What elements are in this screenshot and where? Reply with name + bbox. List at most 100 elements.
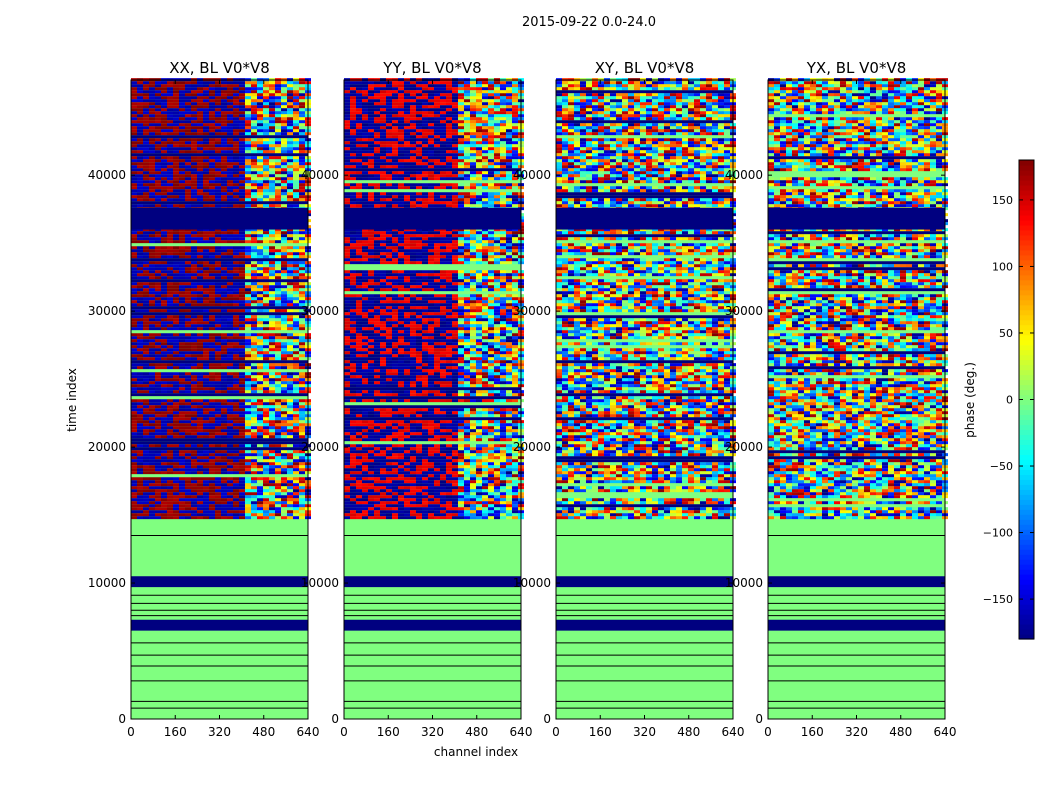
colorbar-segment [1019,559,1034,565]
colorbar-segment [1019,379,1034,386]
y-tick-label: 10000 [513,576,551,590]
y-tick-label: 10000 [88,576,126,590]
colorbar-segment [1019,164,1034,171]
x-tick-label: 0 [764,725,772,739]
colorbar-segment [1019,314,1034,321]
colorbar-segment [1019,539,1034,545]
x-tick-label: 480 [465,725,488,739]
panel-1: YY, BL V0*V8 0 160 320 480 640 0 10000 20000 3000… [301,59,533,739]
colorbar-segment [1019,524,1034,530]
colorbar-segment [1019,269,1034,276]
colorbar-segment [1019,619,1034,625]
panel-title: YY, BL V0*V8 [382,59,481,77]
x-tick-label: 480 [252,725,275,739]
colorbar-segment [1019,259,1034,266]
colorbar-segment [1019,469,1034,475]
colorbar-segment [1019,179,1034,186]
figure-suptitle: 2015-09-22 0.0-24.0 [522,15,656,30]
y-tick-label: 0 [118,712,126,726]
colorbar-segment [1019,204,1034,211]
colorbar-tick-label: −150 [983,593,1013,606]
colorbar-segment [1019,399,1034,406]
colorbar-segment [1019,434,1034,441]
colorbar-segment [1019,389,1034,396]
colorbar-segment [1019,574,1034,580]
y-tick-label: 40000 [301,168,339,182]
colorbar-segment [1019,594,1034,600]
y-tick-label: 0 [755,712,763,726]
x-tick-label: 0 [340,725,348,739]
x-tick-label: 640 [510,725,533,739]
colorbar-segment [1019,454,1034,460]
x-tick-label: 320 [845,725,868,739]
x-tick-label: 160 [164,725,187,739]
colorbar-segment [1019,564,1034,570]
colorbar-segment [1019,264,1034,271]
colorbar-segment [1019,489,1034,495]
x-tick-label: 160 [801,725,824,739]
colorbar-segment [1019,294,1034,301]
colorbar-segment [1019,219,1034,226]
colorbar-segment [1019,604,1034,610]
colorbar-segment [1019,344,1034,351]
x-tick-label: 320 [208,725,231,739]
heatmap-image [344,78,524,719]
colorbar-segment [1019,409,1034,416]
colorbar-segment [1019,319,1034,326]
heatmap-image [768,78,948,719]
colorbar-segment [1019,529,1034,535]
colorbar-segment [1019,214,1034,221]
colorbar-tick-label: 50 [999,327,1013,340]
colorbar-segment [1019,354,1034,361]
y-tick-label: 30000 [88,304,126,318]
colorbar-segment [1019,160,1034,166]
colorbar-tick-label: 150 [992,194,1013,207]
colorbar-segment [1019,404,1034,411]
x-tick-label: 640 [297,725,320,739]
colorbar: 150 100 50 0 −50 −100 −150 [983,159,1035,640]
x-tick-label: 640 [722,725,745,739]
colorbar-segment [1019,189,1034,196]
colorbar-segment [1019,284,1034,291]
colorbar-segment [1019,624,1034,630]
colorbar-segment [1019,544,1034,550]
y-tick-label: 30000 [513,304,551,318]
colorbar-segment [1019,184,1034,191]
heatmap-image [556,78,736,719]
y-tick-label: 20000 [513,440,551,454]
colorbar-tick-label: 0 [1006,394,1013,407]
colorbar-segment [1019,479,1034,485]
colorbar-segment [1019,554,1034,560]
colorbar-tick-label: −50 [990,460,1013,473]
colorbar-segment [1019,244,1034,251]
colorbar-segment [1019,174,1034,181]
colorbar-segment [1019,614,1034,620]
colorbar-segment [1019,474,1034,480]
colorbar-segment [1019,439,1034,446]
y-tick-label: 30000 [301,304,339,318]
colorbar-segment [1019,359,1034,366]
panel-0: XX, BL V0*V8 0 160 320 480 640 0 10000 20000 3000… [88,59,320,739]
colorbar-segment [1019,634,1034,640]
colorbar-segment [1019,369,1034,376]
colorbar-segment [1019,629,1034,635]
colorbar-segment [1019,579,1034,585]
colorbar-segment [1019,394,1034,401]
colorbar-segment [1019,519,1034,525]
colorbar-segment [1019,534,1034,540]
colorbar-segment [1019,289,1034,296]
colorbar-tick-label: −100 [983,527,1013,540]
y-tick-label: 40000 [725,168,763,182]
colorbar-segment [1019,329,1034,336]
colorbar-segment [1019,444,1034,450]
colorbar-segment [1019,584,1034,590]
colorbar-segment [1019,589,1034,595]
y-tick-label: 40000 [513,168,551,182]
colorbar-segment [1019,459,1034,465]
x-tick-label: 640 [934,725,957,739]
colorbar-segment [1019,199,1034,206]
panel-2: XY, BL V0*V8 0 160 320 480 640 0 10000 20000 3000… [513,59,745,739]
y-tick-label: 30000 [725,304,763,318]
colorbar-segment [1019,609,1034,615]
